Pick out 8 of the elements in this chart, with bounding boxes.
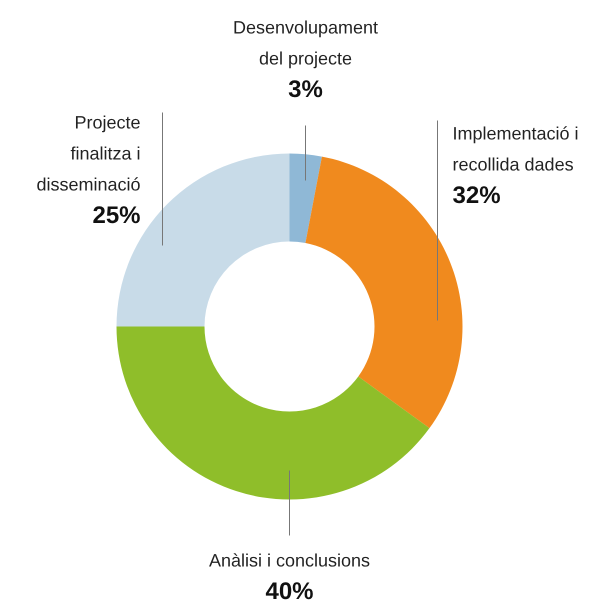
- data-label: 25%: [92, 202, 141, 229]
- slice-label: Projecte finalitza i disseminació: [36, 112, 141, 194]
- slice-label: Anàlisi i conclusions: [208, 550, 370, 570]
- data-label: 32%: [452, 182, 501, 209]
- data-label: 3%: [288, 76, 323, 103]
- slice-label: Implementació i recollida dades: [452, 124, 579, 174]
- data-label: 40%: [265, 578, 314, 605]
- slice-label: Desenvolupament del projecte: [232, 18, 378, 68]
